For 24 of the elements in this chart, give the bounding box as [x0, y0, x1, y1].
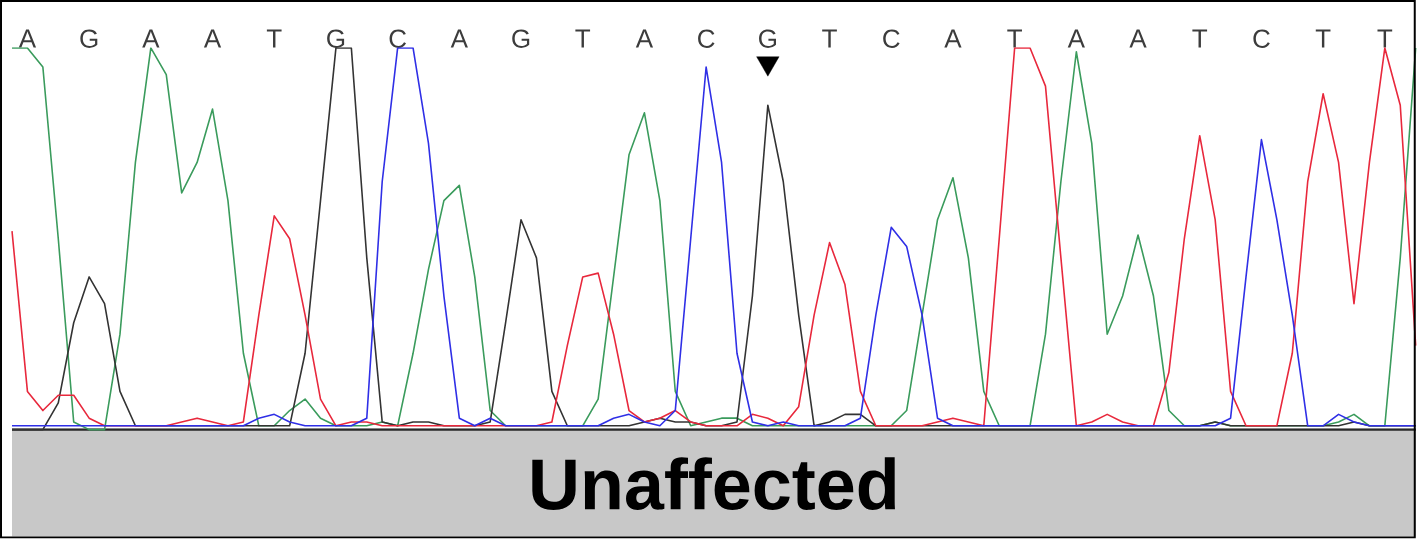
- x-tick-label: G: [80, 29, 98, 49]
- x-tick-label: T: [1315, 29, 1331, 48]
- x-tick-label: T: [1192, 29, 1208, 48]
- x-tick-label: C: [389, 29, 407, 49]
- x-tick-label: C: [1253, 29, 1270, 49]
- x-tick-label: A: [1129, 29, 1147, 48]
- x-tick-label: T: [822, 29, 837, 48]
- x-tick-label: A: [635, 29, 654, 48]
- x-tick-label: G: [327, 29, 345, 49]
- x-tick-label: C: [883, 29, 900, 49]
- x-tick-label: G: [759, 29, 776, 49]
- x-tick-label: A: [944, 29, 962, 48]
- x-tick-label: A: [203, 29, 222, 48]
- text: Unaffected: [532, 457, 895, 511]
- x-tick-label: G: [512, 29, 530, 49]
- x-tick-label: C: [698, 29, 715, 49]
- x-tick-label: T: [1007, 29, 1022, 48]
- x-tick-label: A: [142, 29, 160, 48]
- x-tick-label: T: [1377, 29, 1393, 48]
- x-tick-label: A: [1067, 29, 1085, 48]
- x-tick-label: T: [575, 29, 591, 48]
- x-tick-label: A: [450, 29, 468, 48]
- x-tick-label: A: [18, 29, 37, 48]
- x-tick-label: T: [266, 29, 282, 48]
